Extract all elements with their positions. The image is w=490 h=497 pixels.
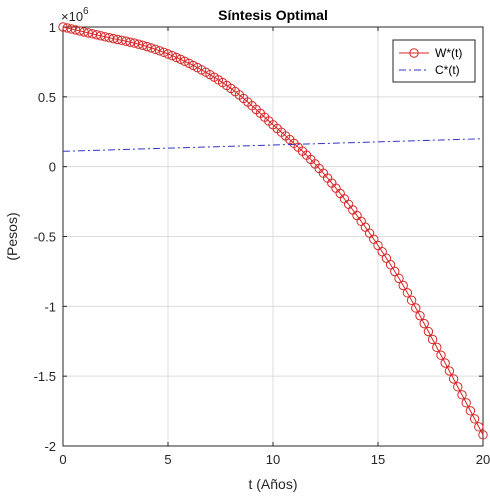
- y-tick-label: -0.5: [34, 230, 56, 245]
- data-point-w: [138, 40, 148, 50]
- data-point-w: [385, 260, 396, 270]
- x-tick-label: 15: [371, 452, 385, 467]
- data-point-w: [171, 52, 182, 63]
- data-point-w: [465, 406, 476, 416]
- y-exponent-power: 6: [83, 6, 89, 17]
- legend-entry-w: W*(t): [435, 46, 462, 60]
- x-axis-label: t (Años): [248, 476, 297, 492]
- data-point-w: [142, 41, 152, 52]
- data-point-w: [469, 414, 480, 424]
- legend-box: [392, 39, 476, 83]
- data-point-w: [478, 430, 488, 440]
- data-point-w: [461, 398, 471, 408]
- data-point-w: [394, 273, 404, 284]
- data-point-w: [159, 47, 169, 58]
- y-tick-label: -1: [44, 299, 56, 314]
- data-point-w: [423, 326, 434, 337]
- data-point-w: [419, 318, 429, 329]
- data-point-w: [411, 303, 421, 313]
- legend-marker-w: [409, 48, 419, 58]
- data-point-w: [474, 422, 484, 432]
- x-tick-label: 0: [59, 452, 66, 467]
- y-tick-label: 1: [49, 20, 56, 35]
- data-point-w: [390, 266, 400, 277]
- data-point-w: [381, 253, 392, 263]
- y-tick-label: -1.5: [34, 369, 56, 384]
- grid: [62, 26, 484, 447]
- data-point-w: [432, 342, 442, 353]
- x-tick-label: 5: [164, 452, 171, 467]
- data-point-w: [175, 54, 186, 65]
- data-point-w: [133, 39, 144, 49]
- data-point-w: [163, 49, 173, 59]
- x-tick-label: 10: [266, 452, 280, 467]
- y-axis: -2 -1.5 -1 -0.5 0 0.5 1: [34, 20, 483, 454]
- data-point-w: [377, 247, 387, 257]
- data-point-w: [402, 288, 413, 298]
- legend: W*(t) C*(t): [392, 39, 476, 83]
- series-line-c: [62, 138, 484, 152]
- data-point-w: [150, 44, 161, 55]
- x-axis: 0 5 10 15 20: [59, 27, 490, 467]
- series-line-w: [62, 26, 484, 436]
- data-point-w: [167, 50, 177, 61]
- data-point-w: [436, 350, 446, 360]
- data-point-w: [398, 280, 408, 291]
- chart-title: Síntesis Optimal: [218, 7, 328, 23]
- series-layer: [58, 22, 488, 440]
- y-exponent-base: ×10: [61, 9, 83, 24]
- data-point-w: [457, 390, 467, 400]
- data-point-w: [427, 334, 438, 345]
- data-point-w: [440, 358, 450, 368]
- data-point-w: [180, 56, 190, 66]
- legend-entry-c: C*(t): [435, 63, 460, 77]
- data-point-w: [154, 46, 165, 56]
- y-tick-label: 0.5: [38, 90, 56, 105]
- data-point-w: [129, 38, 140, 48]
- data-point-w: [406, 295, 417, 306]
- data-point-w: [444, 366, 455, 376]
- data-point-w: [146, 43, 156, 53]
- data-point-w: [373, 240, 383, 251]
- x-tick-label: 20: [476, 452, 490, 467]
- y-axis-label: (Pesos): [4, 212, 20, 260]
- data-point-w: [453, 382, 463, 392]
- y-tick-label: -2: [44, 439, 56, 454]
- y-tick-label: 0: [49, 160, 56, 175]
- data-point-w: [415, 311, 425, 321]
- data-point-w: [448, 374, 459, 384]
